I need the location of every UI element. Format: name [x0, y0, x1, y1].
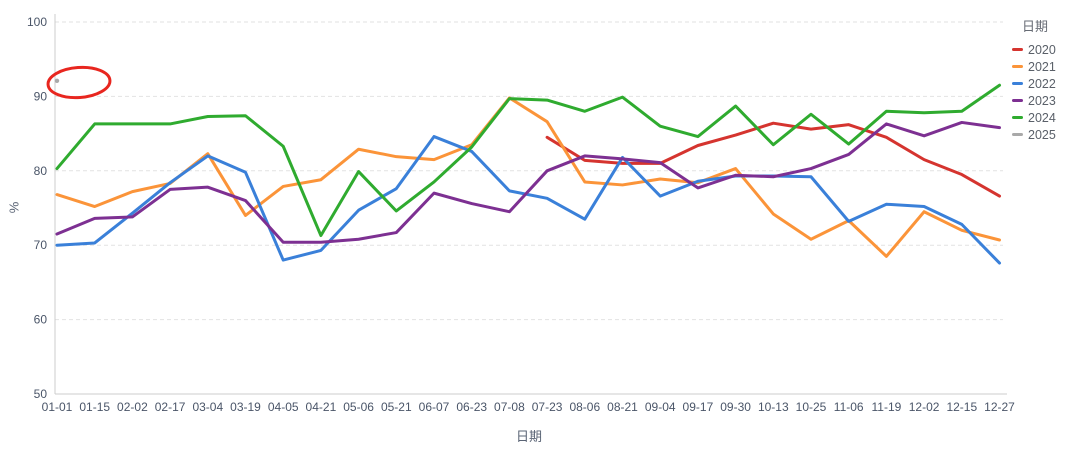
series-line-2022[interactable] [55, 135, 1001, 265]
x-tick-05-06: 05-06 [343, 400, 374, 414]
series-line-2023[interactable] [55, 120, 1001, 244]
legend-title: 日期 [1022, 19, 1049, 34]
x-tick-02-02: 02-02 [117, 400, 148, 414]
x-axis-title: 日期 [515, 429, 542, 444]
series-line-2024[interactable] [55, 83, 1001, 238]
legend-label: 2020 [1028, 42, 1056, 57]
x-tick-03-04: 03-04 [192, 400, 223, 414]
y-tick-70: 70 [34, 238, 48, 252]
y-tick-50: 50 [34, 387, 48, 401]
x-tick-01-15: 01-15 [79, 400, 110, 414]
series-line-2020[interactable] [545, 121, 1001, 198]
legend-marker-2023 [1012, 99, 1023, 102]
legend-item-2020[interactable]: 2020 [1012, 41, 1078, 58]
legend-marker-2025 [1012, 133, 1023, 136]
legend-label: 2023 [1028, 93, 1056, 108]
legend-label: 2021 [1028, 59, 1056, 74]
legend-marker-2024 [1012, 116, 1023, 119]
y-tick-60: 60 [34, 313, 48, 327]
x-tick-12-02: 12-02 [909, 400, 940, 414]
legend-label: 2022 [1028, 76, 1056, 91]
legend-item-2021[interactable]: 2021 [1012, 58, 1078, 75]
legend-marker-2020 [1012, 48, 1023, 51]
x-tick-05-21: 05-21 [381, 400, 412, 414]
x-tick-02-17: 02-17 [155, 400, 186, 414]
legend: 日期 2020 2021 2022 2023 2024 2025 [1012, 16, 1078, 143]
x-tick-09-17: 09-17 [683, 400, 714, 414]
legend-item-2023[interactable]: 2023 [1012, 92, 1078, 109]
x-tick-10-25: 10-25 [796, 400, 827, 414]
legend-label: 2025 [1028, 127, 1056, 142]
x-tick-11-06: 11-06 [834, 400, 864, 414]
x-tick-12-15: 12-15 [946, 400, 977, 414]
x-tick-07-23: 07-23 [532, 400, 563, 414]
y-tick-80: 80 [34, 164, 48, 178]
x-tick-06-07: 06-07 [419, 400, 450, 414]
legend-item-2025[interactable]: 2025 [1012, 126, 1078, 143]
x-tick-09-30: 09-30 [720, 400, 751, 414]
legend-label: 2024 [1028, 110, 1056, 125]
x-tick-01-01: 01-01 [42, 400, 73, 414]
x-tick-08-06: 08-06 [569, 400, 600, 414]
x-tick-03-19: 03-19 [230, 400, 261, 414]
annotation-ellipse [46, 65, 112, 100]
x-tick-08-21: 08-21 [607, 400, 638, 414]
y-tick-90: 90 [34, 89, 48, 103]
series-line-2021[interactable] [55, 96, 1001, 258]
x-tick-07-08: 07-08 [494, 400, 525, 414]
y-tick-100: 100 [27, 15, 47, 29]
x-tick-04-21: 04-21 [306, 400, 337, 414]
legend-marker-2022 [1012, 82, 1023, 85]
legend-marker-2021 [1012, 65, 1023, 68]
y-axis-title: % [6, 201, 22, 214]
x-tick-12-27: 12-27 [984, 400, 1015, 414]
legend-item-2024[interactable]: 2024 [1012, 109, 1078, 126]
x-tick-04-05: 04-05 [268, 400, 299, 414]
legend-item-2022[interactable]: 2022 [1012, 75, 1078, 92]
x-tick-09-04: 09-04 [645, 400, 676, 414]
series-point-2025[interactable] [54, 78, 60, 83]
x-tick-06-23: 06-23 [456, 400, 487, 414]
x-tick-10-13: 10-13 [758, 400, 789, 414]
x-tick-11-19: 11-19 [871, 400, 901, 414]
